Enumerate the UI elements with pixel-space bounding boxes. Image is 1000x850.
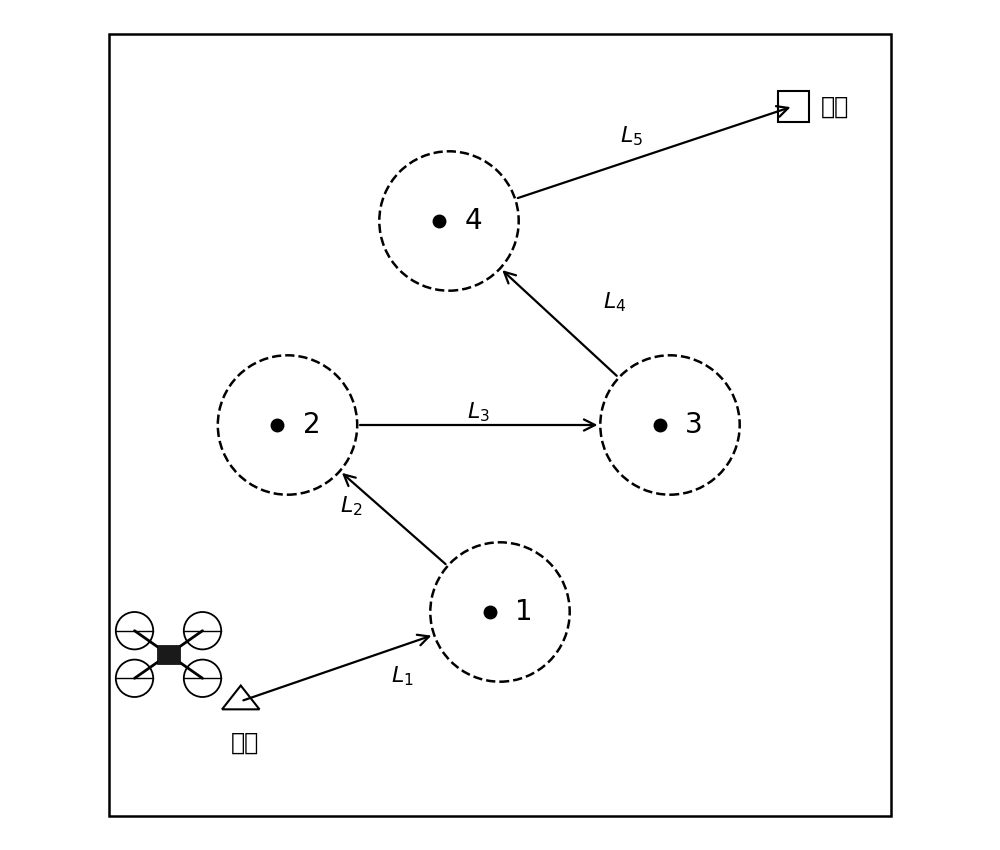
Circle shape (218, 355, 357, 495)
Circle shape (600, 355, 740, 495)
Text: 终点: 终点 (821, 94, 850, 118)
Text: $L_{5}$: $L_{5}$ (620, 124, 643, 148)
Text: $L_{1}$: $L_{1}$ (391, 664, 414, 688)
Text: $L_{3}$: $L_{3}$ (467, 400, 490, 424)
Text: 起点: 起点 (231, 731, 259, 755)
Text: 3: 3 (685, 411, 703, 439)
Text: 1: 1 (515, 598, 533, 626)
Text: 4: 4 (464, 207, 482, 235)
Text: $L_{2}$: $L_{2}$ (340, 494, 363, 518)
Text: $L_{4}$: $L_{4}$ (603, 290, 626, 314)
Bar (157, 645, 180, 664)
Bar (778, 91, 809, 122)
Text: 2: 2 (303, 411, 320, 439)
Circle shape (379, 151, 519, 291)
Circle shape (430, 542, 570, 682)
